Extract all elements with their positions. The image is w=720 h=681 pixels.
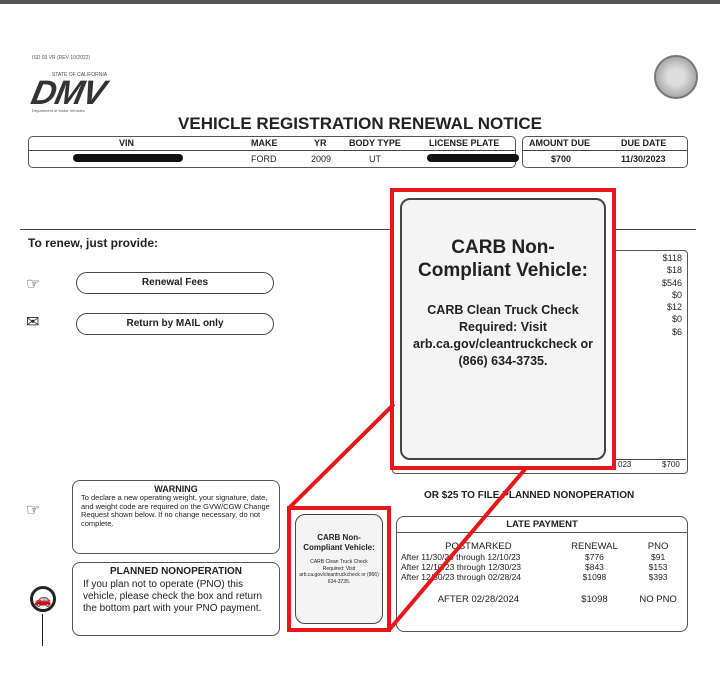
late-payment-box: LATE PAYMENT POSTMARKED RENEWAL PNO After …	[396, 516, 688, 632]
col-postmarked: POSTMARKED	[445, 541, 512, 552]
pno-body: If you plan not to operate (PNO) this ve…	[83, 579, 262, 614]
divider	[612, 459, 686, 460]
amount-due: $700	[551, 154, 572, 164]
callout-zoom-frame: CARB Non-Compliant Vehicle: CARB Clean T…	[390, 188, 616, 470]
top-border	[0, 0, 720, 4]
fee-amount: $12	[666, 302, 682, 313]
no-vehicle-icon: 🚗	[30, 586, 56, 612]
page-title: VEHICLE REGISTRATION RENEWAL NOTICE	[178, 114, 542, 133]
pointing-hand-icon: ☞	[26, 502, 41, 519]
col-pno: PNO	[647, 541, 669, 552]
logo-state: STATE OF CALIFORNIA	[52, 72, 108, 78]
divider	[523, 150, 687, 151]
license-plate-header: LICENSE PLATE	[429, 138, 500, 148]
fee-amount: $18	[666, 265, 682, 276]
make-value: FORD	[251, 154, 277, 164]
warning-box: WARNING To declare a new operating weigh…	[72, 480, 280, 554]
connector-line-top	[287, 402, 396, 510]
cell: $776	[584, 552, 604, 562]
pno-title: PLANNED NONOPERATION	[109, 566, 243, 577]
due-date-label: DUE DATE	[621, 138, 667, 148]
cell: NO PNO	[639, 594, 677, 605]
body-type-value: UT	[369, 154, 381, 164]
cell: $843	[584, 562, 604, 572]
fee-amount: $546	[661, 277, 682, 288]
pointing-hand-icon: ☞	[26, 276, 41, 293]
make-header: MAKE	[251, 138, 278, 148]
late-payment-table: POSTMARKED RENEWAL PNO After 11/30/23 thro…	[397, 541, 687, 605]
total-date: 023	[618, 460, 632, 469]
table-row: AFTER 02/28/2024 $1098 NO PNO	[397, 582, 687, 605]
carb-title-small: CARB Non-Compliant Vehicle:	[303, 533, 375, 552]
amount-due-label: AMOUNT DUE	[529, 138, 590, 148]
callout-source-frame: CARB Non-Compliant Vehicle: CARB Clean T…	[287, 506, 391, 632]
connector-line-bottom	[387, 466, 528, 632]
pno-fee-note: OR $25 TO FILE PLANNED NONOPERATION	[424, 490, 635, 501]
carb-body-small: CARB Clean Truck Check Required: Visit a…	[299, 559, 379, 585]
logo-dept: Department of Motor Vehicles	[32, 108, 85, 113]
fee-amount: $0	[671, 289, 682, 300]
renewal-fees-label: Renewal Fees	[76, 272, 274, 294]
cell: $393	[648, 572, 668, 582]
table-row: After 12/10/23 through 12/30/23 $843 $153	[397, 562, 687, 572]
warning-body: To declare a new operating weight, your …	[81, 493, 270, 528]
fee-amount: $118	[662, 253, 682, 263]
cell: After 12/30/23 through 02/28/24	[401, 572, 522, 582]
dmv-logo: STATE OF CALIFORNIA DMV Department of Mo…	[28, 72, 138, 113]
yr-value: 2009	[311, 154, 332, 164]
envelope-icon: ✉	[26, 314, 40, 331]
form-id: ISD 03 VR (REV 10/2022)	[32, 55, 91, 61]
vin-header: VIN	[119, 138, 135, 148]
cell: $91	[650, 552, 666, 562]
carb-notice-enlarged: CARB Non-Compliant Vehicle: CARB Clean T…	[400, 198, 606, 460]
fee-amount: $6	[671, 326, 682, 337]
table-header: POSTMARKED RENEWAL PNO	[397, 541, 687, 552]
carb-title: CARB Non-Compliant Vehicle:	[418, 237, 588, 281]
body-type-header: BODY TYPE	[349, 138, 401, 148]
cell: AFTER 02/28/2024	[437, 594, 520, 605]
payment-box: AMOUNT DUE DUE DATE $700 11/30/2023	[522, 136, 688, 168]
california-seal-icon	[654, 55, 698, 99]
pno-box: PLANNED NONOPERATION If you plan not to …	[72, 562, 280, 636]
redacted-vin	[73, 154, 183, 162]
table-row: After 12/30/23 through 02/28/24 $1098 $393	[397, 572, 687, 582]
section-divider	[20, 229, 696, 230]
icon-post	[42, 614, 43, 646]
cell: $1098	[581, 594, 608, 605]
due-date: 11/30/2023	[621, 154, 666, 164]
renew-heading: To renew, just provide:	[28, 236, 159, 250]
late-title: LATE PAYMENT	[397, 517, 687, 533]
table-row: After 11/30/23 through 12/10/23 $776 $91	[397, 552, 687, 562]
divider	[29, 150, 515, 151]
return-by-mail-label: Return by MAIL only	[76, 313, 274, 335]
cell: $1098	[582, 572, 607, 582]
carb-body: CARB Clean Truck Check Required: Visit a…	[413, 303, 593, 368]
col-renewal: RENEWAL	[571, 541, 618, 552]
carb-notice-small: CARB Non-Compliant Vehicle: CARB Clean T…	[295, 514, 383, 624]
redacted-plate	[427, 154, 519, 162]
cell: After 11/30/23 through 12/10/23	[401, 552, 521, 562]
fees-total: $700	[662, 460, 680, 469]
warning-title: WARNING	[154, 484, 198, 494]
cell: $153	[648, 562, 668, 572]
cell: After 12/10/23 through 12/30/23	[401, 562, 522, 572]
fee-amount: $0	[671, 314, 682, 325]
yr-header: YR	[314, 138, 327, 148]
fee-list: $118 $18 $546 $0 $12 $0 $6	[662, 252, 682, 338]
vehicle-info-box: VIN MAKE YR BODY TYPE LICENSE PLATE FORD…	[28, 136, 519, 168]
